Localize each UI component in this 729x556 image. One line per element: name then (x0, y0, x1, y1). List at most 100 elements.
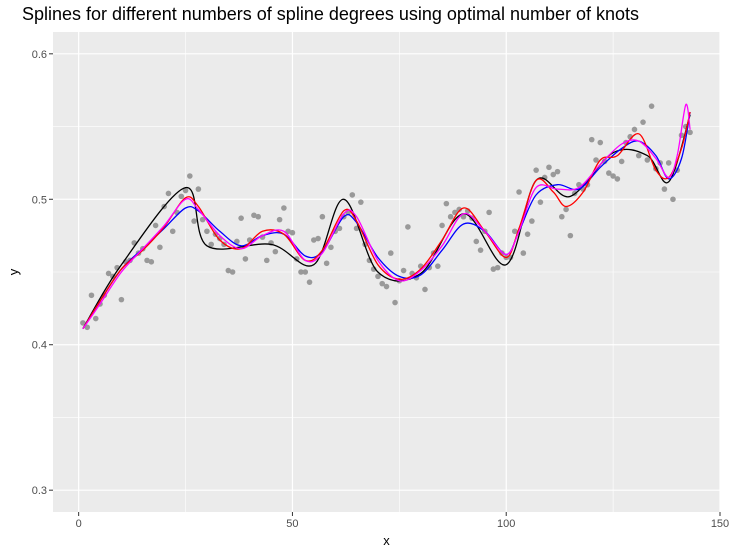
data-point (157, 244, 163, 251)
data-point (546, 164, 552, 171)
data-point (490, 266, 497, 272)
data-point (435, 263, 441, 269)
data-point (559, 213, 565, 220)
data-point (191, 218, 197, 224)
axes: 0 50 100 150 0.3 0.4 0.5 0.6 (32, 49, 729, 530)
data-point (187, 173, 193, 179)
data-point (597, 139, 604, 146)
data-point (152, 222, 159, 229)
data-point (387, 250, 394, 256)
data-point (251, 212, 257, 219)
data-point (80, 320, 86, 326)
data-point (105, 270, 112, 277)
y-tick-label: 0.5 (32, 194, 47, 206)
data-point (610, 173, 616, 179)
grid (53, 32, 721, 512)
data-point (92, 315, 99, 322)
data-point (144, 257, 150, 264)
data-point (588, 136, 595, 143)
data-point (601, 158, 608, 165)
data-point (182, 187, 189, 194)
data-point (473, 238, 480, 245)
data-point (644, 157, 651, 163)
data-point (618, 158, 625, 165)
spline-line-2 (82, 111, 691, 330)
data-point (148, 259, 155, 265)
data-point (550, 171, 557, 178)
data-point (311, 237, 317, 243)
data-point (400, 267, 407, 274)
y-tick-label: 0.4 (32, 340, 47, 352)
data-point (537, 199, 544, 205)
data-point (281, 205, 287, 211)
data-point (383, 283, 390, 290)
data-point (293, 256, 300, 262)
data-point (486, 209, 492, 216)
data-point (635, 152, 642, 159)
y-tick-label: 0.3 (32, 485, 47, 497)
data-point (554, 168, 561, 175)
data-point (178, 193, 185, 200)
data-point (165, 190, 172, 197)
spline-line-1 (82, 114, 691, 330)
x-tick-label: 50 (286, 518, 298, 530)
data-point (358, 199, 364, 205)
data-point (405, 224, 411, 230)
data-point (208, 241, 214, 248)
x-tick-label: 0 (76, 518, 82, 530)
data-point (640, 119, 646, 125)
data-point (306, 279, 313, 285)
data-point (225, 267, 232, 274)
x-tick-label: 100 (497, 518, 515, 530)
data-point (88, 292, 95, 299)
data-point (511, 228, 518, 235)
data-point (336, 225, 343, 232)
data-point (606, 170, 612, 176)
data-point (392, 299, 398, 306)
data-point (302, 269, 309, 275)
x-axis-label: x (383, 533, 390, 548)
data-point (516, 189, 522, 195)
data-point (494, 264, 501, 271)
data-point (529, 218, 535, 224)
data-point (631, 126, 638, 133)
data-point (118, 296, 125, 303)
data-point (323, 260, 330, 267)
data-point (520, 250, 527, 256)
data-point (648, 103, 655, 109)
data-point (661, 186, 668, 192)
chart-title: Splines for different numbers of spline … (22, 4, 640, 24)
data-point (272, 248, 279, 255)
data-point (238, 215, 244, 221)
data-point (263, 257, 270, 264)
data-point (276, 216, 283, 223)
data-point (242, 256, 249, 262)
spline-lines (82, 103, 691, 330)
y-tick-label: 0.6 (32, 49, 47, 61)
data-point (375, 273, 381, 280)
data-point (665, 160, 672, 166)
data-point (255, 213, 262, 220)
data-point (298, 269, 304, 275)
data-point (533, 167, 539, 173)
data-point (315, 235, 321, 242)
data-point (443, 200, 450, 207)
data-point (447, 213, 454, 220)
data-point (563, 206, 569, 213)
data-point (670, 196, 676, 203)
data-point (199, 216, 206, 223)
data-point (477, 247, 484, 253)
data-point (319, 213, 326, 220)
data-point (204, 228, 210, 235)
data-point (169, 228, 176, 235)
data-point (422, 286, 428, 293)
data-point (439, 222, 445, 229)
data-point (614, 176, 621, 182)
data-point (593, 157, 599, 163)
y-axis-label: y (6, 268, 21, 275)
data-point (567, 232, 574, 239)
spline-line-3 (82, 111, 691, 330)
data-point (195, 186, 202, 192)
data-point (456, 206, 462, 213)
